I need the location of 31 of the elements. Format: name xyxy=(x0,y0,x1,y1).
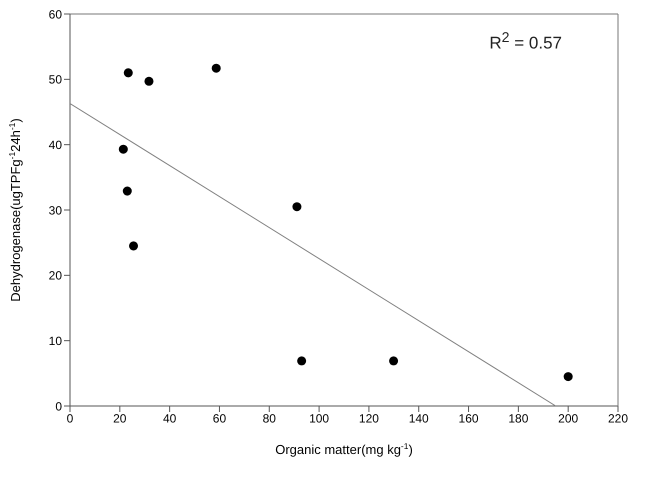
point xyxy=(122,186,132,196)
y-tick-label: 40 xyxy=(48,138,62,152)
point xyxy=(297,356,306,366)
point xyxy=(144,76,154,86)
x-tick-label: 0 xyxy=(66,412,74,426)
point xyxy=(129,241,138,250)
x-tick-label: 200 xyxy=(558,412,579,426)
y-tick-label: 30 xyxy=(48,203,62,218)
x-tick-label: 140 xyxy=(408,412,430,426)
x-tick-label: 40 xyxy=(162,412,177,426)
x-tick-label: 100 xyxy=(309,412,330,426)
x-tick-label: 120 xyxy=(358,412,380,426)
point xyxy=(124,68,133,78)
y-tick-label: 60 xyxy=(48,7,62,22)
y-tick-label: 10 xyxy=(48,334,62,348)
x-axis-title: Organic matter(mg kg$^{-1}$) xyxy=(275,441,413,457)
y-tick-label: 0 xyxy=(55,399,62,414)
x-tick-label: 20 xyxy=(113,412,127,426)
x-tick-label: 160 xyxy=(458,412,479,426)
point xyxy=(118,144,128,154)
x-tick-label: 80 xyxy=(262,412,276,426)
x-tick-label: 60 xyxy=(212,412,226,426)
x-tick-label: 180 xyxy=(508,412,529,426)
point xyxy=(292,202,302,212)
point xyxy=(564,372,573,382)
y-tick-label: 50 xyxy=(48,72,62,87)
point xyxy=(212,64,221,73)
y-tick-label: 20 xyxy=(48,268,62,283)
point xyxy=(389,356,398,366)
annotation: R$^{2}$ = 0.57 xyxy=(489,30,562,54)
x-tick-label: 220 xyxy=(608,412,628,426)
